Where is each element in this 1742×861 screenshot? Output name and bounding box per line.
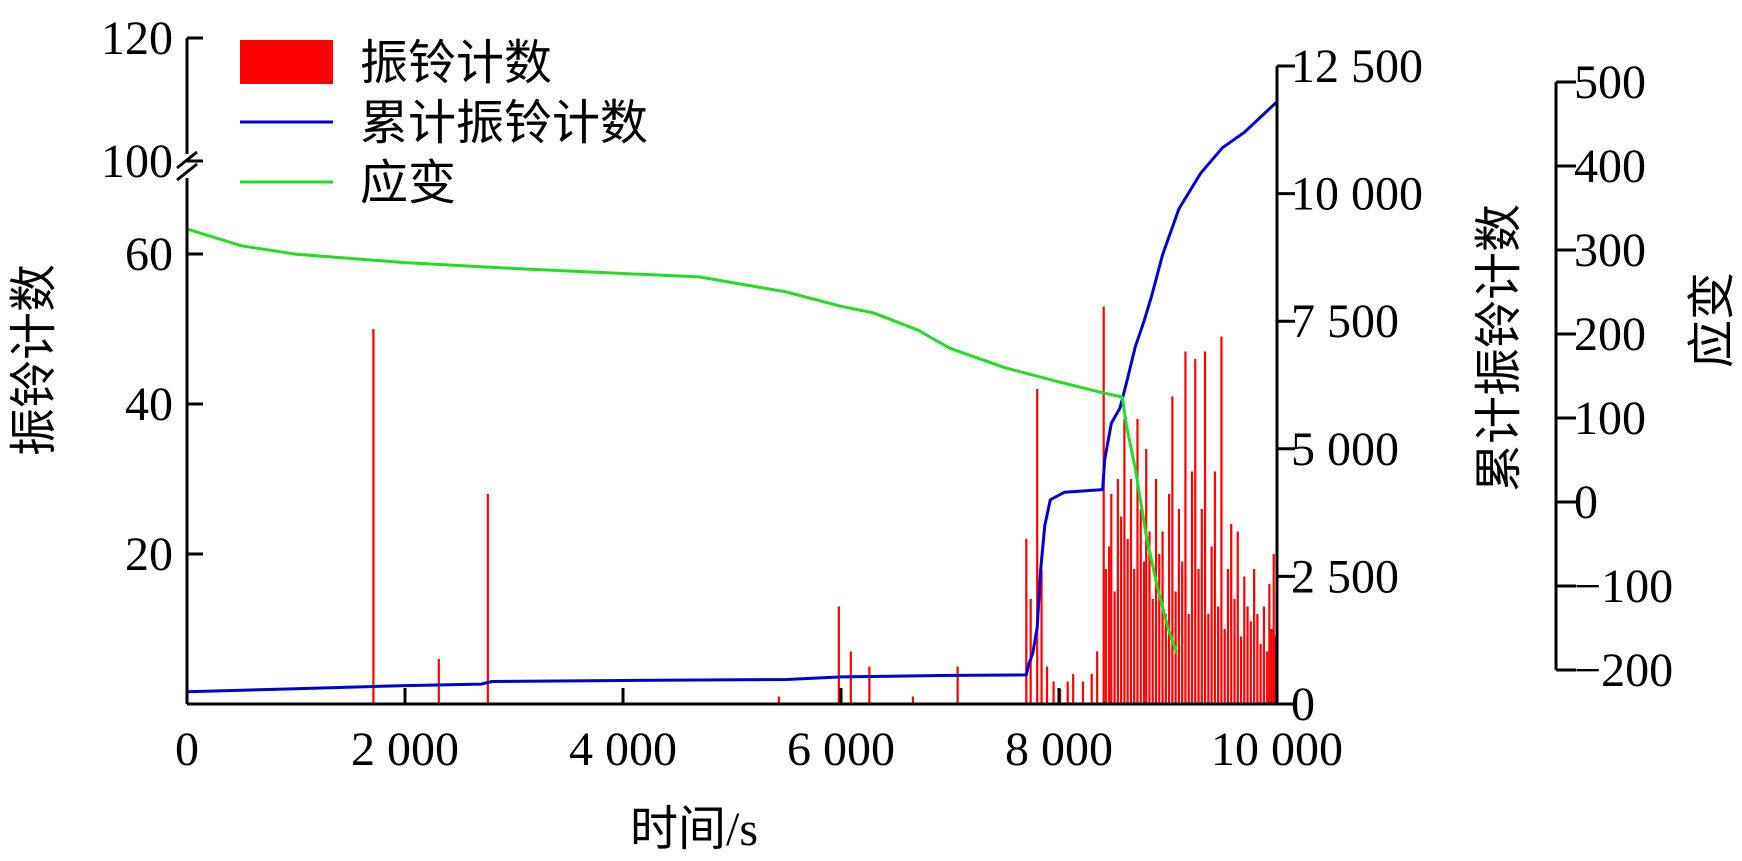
y-right1-axis-title: 累计振铃计数 xyxy=(1473,204,1526,492)
y-right2-tick-label: 100 xyxy=(1574,392,1646,445)
y-right2-tick-label: −200 xyxy=(1574,644,1673,697)
legend-label: 应变 xyxy=(360,157,456,210)
x-axis-title: 时间/s xyxy=(630,803,758,856)
legend-label: 振铃计数 xyxy=(360,37,552,90)
x-tick-label: 8 000 xyxy=(1005,723,1113,776)
cumulative-ring-count-line xyxy=(186,100,1279,694)
y-right1-tick-label: 12 500 xyxy=(1291,40,1423,93)
y-left-tick-label: 100 xyxy=(101,135,173,188)
strain-line xyxy=(186,227,1179,654)
y-right2-tick-label: 200 xyxy=(1574,308,1646,361)
y-left-tick-label: 60 xyxy=(125,228,173,281)
y-right1-tick-label: 5 000 xyxy=(1291,423,1399,476)
y-right1-tick-label: 10 000 xyxy=(1291,168,1423,221)
x-tick-label: 6 000 xyxy=(787,723,895,776)
plot-marks xyxy=(186,100,1279,704)
y-right1-tick-label: 2 500 xyxy=(1291,550,1399,603)
axis-break-mark xyxy=(176,162,198,182)
x-tick-label: 10 000 xyxy=(1211,723,1343,776)
y-left-axis-title: 振铃计数 xyxy=(8,264,61,456)
legend-label: 累计振铃计数 xyxy=(360,97,648,150)
x-tick-label: 0 xyxy=(175,723,199,776)
x-tick-label: 4 000 xyxy=(569,723,677,776)
y-right2-tick-label: −100 xyxy=(1574,560,1673,613)
y-left-tick-label: 20 xyxy=(125,528,173,581)
legend-swatch-bar xyxy=(240,40,333,84)
y-right1-tick-label: 7 500 xyxy=(1291,295,1399,348)
y-left-tick-label: 40 xyxy=(125,378,173,431)
y-left-tick-label: 120 xyxy=(101,12,173,65)
y-right2-axis-title: 应变 xyxy=(1686,272,1739,368)
y-right2-tick-label: 0 xyxy=(1574,476,1598,529)
x-tick-label: 2 000 xyxy=(351,723,459,776)
axes: 0 2 000 4 000 6 000 8 000 10 000 时间/s 20 40 60 100… xyxy=(8,12,1739,856)
y-right2-tick-label: 300 xyxy=(1574,224,1646,277)
y-right2-tick-label: 500 xyxy=(1574,56,1646,109)
y-right2-tick-label: 400 xyxy=(1574,140,1646,193)
y-right1-tick-label: 0 xyxy=(1291,678,1315,731)
